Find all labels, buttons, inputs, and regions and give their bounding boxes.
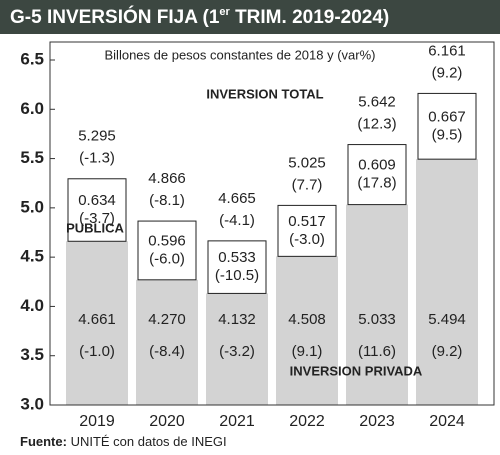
- y-tick-label: 3.5: [20, 345, 44, 364]
- value-label: 4.270: [148, 311, 186, 328]
- y-tick-label: 6.0: [20, 99, 44, 118]
- total-label: 4.866: [148, 170, 186, 187]
- public-box: [277, 204, 337, 257]
- change-label: (-10.5): [215, 267, 259, 284]
- source-label: Fuente:: [20, 434, 67, 449]
- title-bar: [0, 0, 500, 34]
- value-label: 0.596: [148, 232, 186, 249]
- annotation: PUBLICA: [66, 220, 124, 235]
- y-tick-label: 5.0: [20, 197, 44, 216]
- annotation: INVERSION PRIVADA: [290, 363, 423, 378]
- value-label: 4.132: [218, 311, 256, 328]
- public-box: [67, 178, 127, 242]
- private-bar: [346, 204, 408, 405]
- annotation: INVERSION TOTAL: [206, 86, 323, 101]
- source-text: UNITÉ con datos de INEGI: [67, 434, 227, 449]
- chart-title: G-5 INVERSIÓN FIJA (1er TRIM. 2019-2024): [10, 6, 389, 28]
- private-bar: [66, 241, 128, 405]
- value-label: 0.634: [78, 192, 116, 209]
- value-label: 0.517: [288, 213, 326, 230]
- total-label: 5.025: [288, 154, 326, 171]
- value-label: 4.661: [78, 311, 116, 328]
- change-label: (-3.7): [79, 210, 115, 227]
- total-label: 6.161: [428, 42, 466, 59]
- value-label: 0.533: [218, 249, 256, 266]
- total-label: 5.295: [78, 128, 116, 145]
- change-label: (-1.0): [79, 343, 115, 360]
- total-label: 5.642: [358, 94, 396, 111]
- subtitle: Billones de pesos constantes de 2018 y (…: [105, 47, 376, 62]
- private-bar: [276, 256, 338, 405]
- y-tick-label: 5.5: [20, 148, 44, 167]
- change-label: (-6.0): [149, 250, 185, 267]
- total-change-label: (12.3): [357, 116, 396, 133]
- y-tick-label: 4.0: [20, 296, 44, 315]
- y-tick-label: 6.5: [20, 49, 44, 68]
- x-tick-label: 2024: [429, 413, 465, 430]
- change-label: (-3.2): [219, 343, 255, 360]
- public-box: [417, 92, 477, 160]
- y-tick-label: 4.5: [20, 247, 44, 266]
- x-tick-label: 2020: [149, 413, 185, 430]
- x-tick-label: 2023: [359, 413, 395, 430]
- value-label: 0.667: [428, 108, 466, 125]
- public-box: [137, 220, 197, 281]
- change-label: (-8.4): [149, 343, 185, 360]
- public-box: [207, 240, 267, 294]
- change-label: (17.8): [357, 175, 396, 192]
- change-label: (11.6): [358, 343, 396, 360]
- change-label: (9.5): [432, 126, 463, 143]
- private-bar: [136, 279, 198, 405]
- value-label: 0.609: [358, 157, 396, 174]
- private-bar: [416, 159, 478, 405]
- change-label: (9.1): [292, 343, 323, 360]
- change-label: (9.2): [432, 343, 463, 360]
- x-tick-label: 2022: [289, 413, 325, 430]
- labels: 2019 4.661 (-1.0) 0.634(-3.7) 5.295 (-1.3) 202…: [78, 42, 466, 430]
- total-change-label: (9.2): [432, 64, 463, 81]
- value-label: 4.508: [288, 311, 326, 328]
- x-tick-label: 2019: [79, 413, 115, 430]
- value-label: 5.494: [428, 311, 466, 328]
- title-sup: er: [219, 6, 230, 18]
- total-change-label: (-8.1): [149, 192, 185, 209]
- change-label: (-3.0): [289, 231, 325, 248]
- y-tick-label: 3.0: [20, 394, 44, 413]
- marks: [66, 92, 478, 405]
- total-change-label: (-1.3): [79, 150, 115, 167]
- title-part: G-5 INVERSIÓN FIJA (1: [10, 6, 220, 28]
- total-change-label: (-4.1): [219, 212, 255, 229]
- value-label: 5.033: [358, 311, 396, 328]
- x-tick-label: 2021: [219, 413, 255, 430]
- source: Fuente: UNITÉ con datos de INEGI: [20, 434, 227, 449]
- total-change-label: (7.7): [292, 176, 323, 193]
- private-bar: [206, 293, 268, 405]
- title-part: TRIM. 2019-2024): [230, 7, 389, 28]
- total-label: 4.665: [218, 190, 256, 207]
- public-box: [347, 144, 407, 206]
